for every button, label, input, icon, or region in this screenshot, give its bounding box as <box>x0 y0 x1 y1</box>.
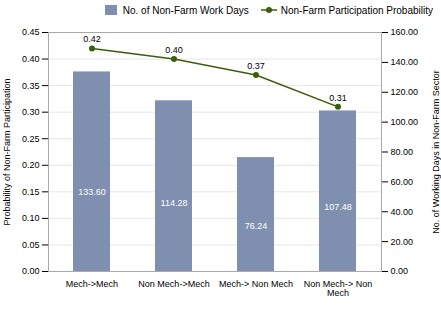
svg-text:76.24: 76.24 <box>245 221 268 231</box>
svg-text:0.30: 0.30 <box>22 107 40 117</box>
svg-text:0.05: 0.05 <box>22 240 40 250</box>
svg-text:Non Mech->Mech: Non Mech->Mech <box>138 279 209 289</box>
svg-text:0.31: 0.31 <box>329 93 347 103</box>
svg-text:0.40: 0.40 <box>22 54 40 64</box>
svg-text:0.40: 0.40 <box>165 45 183 55</box>
svg-text:160.00: 160.00 <box>391 27 419 37</box>
svg-text:0.00: 0.00 <box>391 266 409 276</box>
svg-text:0.25: 0.25 <box>22 134 40 144</box>
svg-text:0.37: 0.37 <box>247 61 265 71</box>
svg-text:Mech->Mech: Mech->Mech <box>66 279 118 289</box>
svg-text:80.00: 80.00 <box>391 147 414 157</box>
svg-text:120.00: 120.00 <box>391 87 419 97</box>
svg-text:60.00: 60.00 <box>391 177 414 187</box>
svg-text:20.00: 20.00 <box>391 237 414 247</box>
svg-text:0.00: 0.00 <box>22 266 40 276</box>
svg-text:40.00: 40.00 <box>391 207 414 217</box>
html-text:Non-Farm Participation Probabi: Non-Farm Participation Probability <box>280 4 433 16</box>
svg-text:Mech-> Non Mech: Mech-> Non Mech <box>219 279 293 289</box>
svg-text:0.10: 0.10 <box>22 213 40 223</box>
svg-text:0.35: 0.35 <box>22 80 40 90</box>
svg-text:0.42: 0.42 <box>83 34 101 44</box>
svg-text:0.15: 0.15 <box>22 187 40 197</box>
html-text:No. of Non-Farm Work Days: No. of Non-Farm Work Days <box>122 4 249 16</box>
svg-text:0.45: 0.45 <box>22 27 40 37</box>
svg-text:0.20: 0.20 <box>22 160 40 170</box>
svg-text:No. of Working Days in Non-Far: No. of Working Days in Non-Farm Sector <box>431 70 441 233</box>
svg-text:140.00: 140.00 <box>391 57 419 67</box>
svg-text:114.28: 114.28 <box>161 198 188 208</box>
svg-text:Non Mech-> NonMech: Non Mech-> NonMech <box>304 279 372 298</box>
svg-text:100.00: 100.00 <box>391 117 419 127</box>
svg-text:Probability of Non-Farm Partic: Probability of Non-Farm Participation <box>2 78 12 225</box>
svg-text:133.60: 133.60 <box>78 187 106 197</box>
svg-text:107.48: 107.48 <box>324 202 352 212</box>
